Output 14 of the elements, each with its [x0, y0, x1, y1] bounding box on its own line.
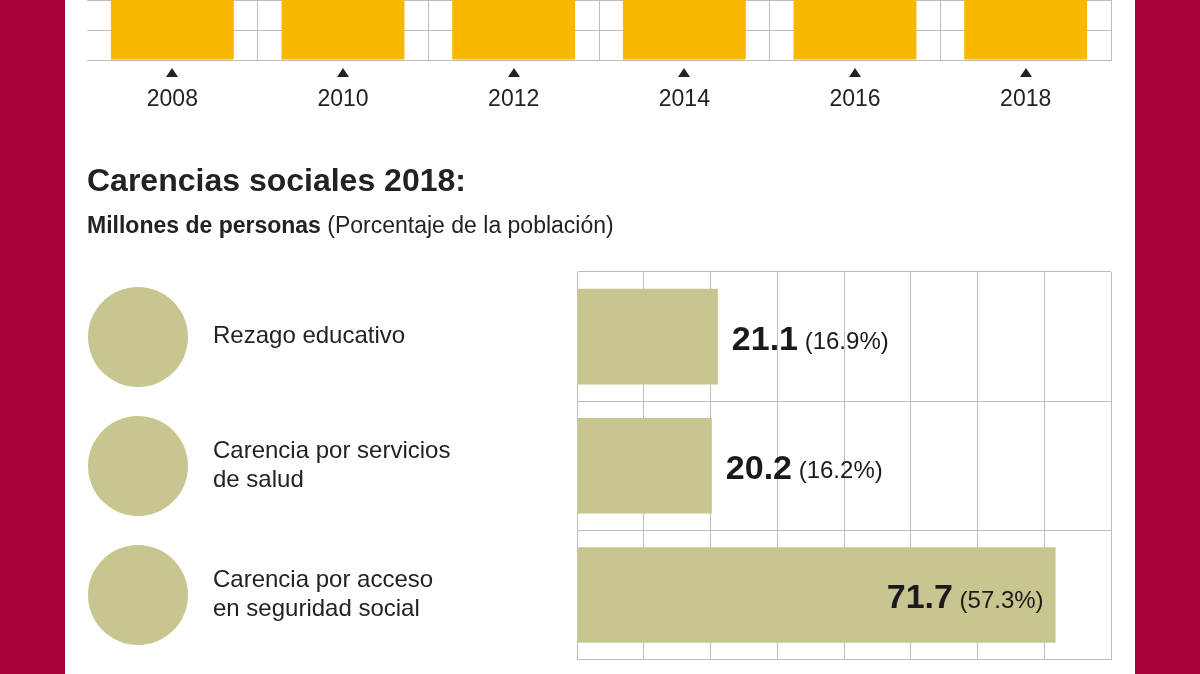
data-label: 71.7 (57.3%) [886, 577, 1044, 616]
text: Carencias sociales 2018: [87, 161, 466, 198]
y-tick-label: Rezago educativo [213, 321, 406, 349]
x-tick-label: 2016 [829, 85, 881, 112]
text: Millones de personas (Porcentaje de la población) [87, 212, 614, 239]
x-tick-label: 2012 [488, 85, 540, 112]
x-tick-label: 2010 [317, 85, 369, 112]
y-tick-label: Carencia por acceso en seguridad social [213, 565, 434, 622]
x-tick-label: 2008 [146, 85, 198, 112]
data-label: 20.2 (16.2%) [725, 448, 883, 487]
data-label: 21.1 (16.9%) [731, 318, 889, 357]
x-tick-label: 2014 [658, 85, 711, 112]
x-tick-label: 2018 [1000, 85, 1052, 112]
y-tick-label: Carencia por servicios de salud [213, 436, 451, 492]
